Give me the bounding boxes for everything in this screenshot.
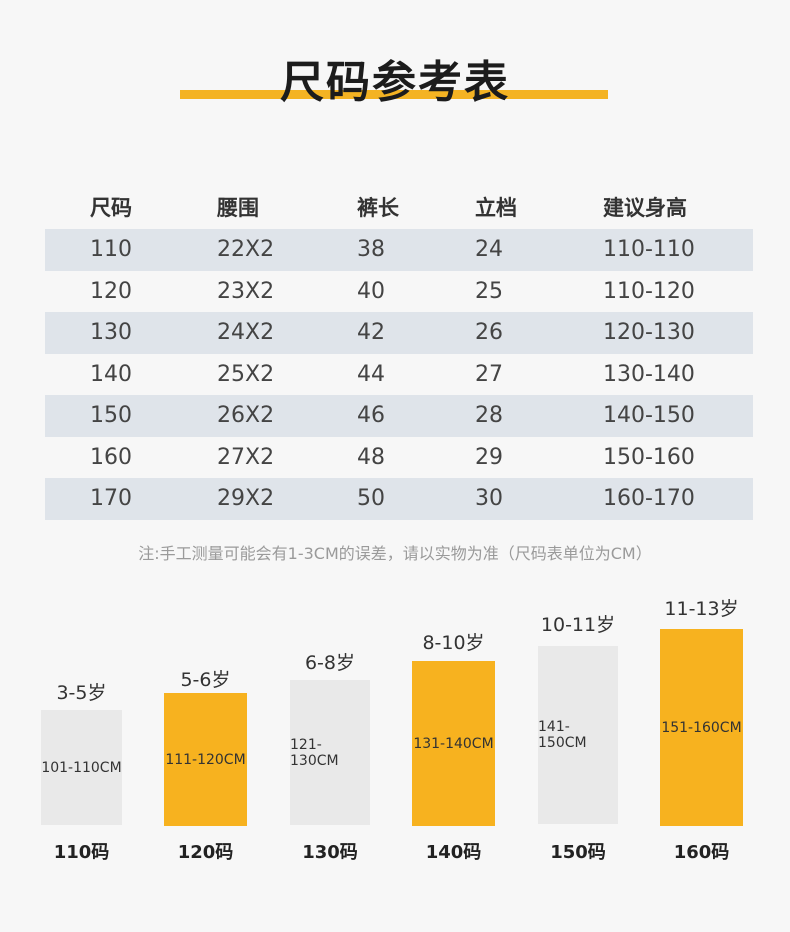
header-waist: 腰围 — [217, 196, 259, 220]
cell-height: 130-140 — [603, 361, 695, 387]
cell-length: 44 — [357, 361, 385, 387]
cell-rise: 29 — [475, 444, 503, 470]
cell-rise: 24 — [475, 237, 503, 263]
cell-rise: 30 — [475, 486, 503, 512]
cell-size: 120 — [90, 278, 132, 304]
cell-length: 50 — [357, 486, 385, 512]
cell-waist: 23X2 — [217, 278, 275, 304]
bar-group-150: 10-11岁 141-150CM 150码 — [538, 580, 618, 870]
table-row: 130 24X2 42 26 120-130 — [45, 312, 753, 354]
cell-size: 150 — [90, 403, 132, 429]
size-label: 150码 — [550, 842, 606, 863]
cell-waist: 22X2 — [217, 237, 275, 263]
header-height: 建议身高 — [603, 196, 687, 220]
cell-height: 150-160 — [603, 444, 695, 470]
table-row: 150 26X2 46 28 140-150 — [45, 395, 753, 437]
header-length: 裤长 — [357, 196, 399, 220]
height-bar: 101-110CM — [41, 710, 122, 825]
cell-size: 110 — [90, 237, 132, 263]
size-label: 160码 — [673, 842, 730, 863]
size-label: 120码 — [177, 842, 234, 863]
cell-size: 140 — [90, 361, 132, 387]
cell-waist: 25X2 — [217, 361, 275, 387]
cell-height: 110-110 — [603, 237, 695, 263]
table-header-row: 尺码 腰围 裤长 立档 建议身高 — [45, 185, 753, 229]
cell-length: 48 — [357, 444, 385, 470]
size-bars: 3-5岁 101-110CM 110码 5-6岁 111-120CM 120码 … — [0, 580, 790, 880]
table-row: 110 22X2 38 24 110-110 — [45, 229, 753, 271]
cell-length: 46 — [357, 403, 385, 429]
cell-rise: 26 — [475, 320, 503, 346]
title-block: 尺码参考表 — [0, 40, 790, 110]
bar-group-130: 6-8岁 121-130CM 130码 — [290, 580, 370, 870]
size-label: 130码 — [302, 842, 358, 863]
cell-waist: 26X2 — [217, 403, 275, 429]
cell-height: 120-130 — [603, 320, 695, 346]
age-label: 8-10岁 — [422, 632, 485, 654]
cell-height: 160-170 — [603, 486, 695, 512]
cell-length: 42 — [357, 320, 385, 346]
cell-rise: 25 — [475, 278, 503, 304]
cell-waist: 24X2 — [217, 320, 275, 346]
age-label: 3-5岁 — [56, 682, 107, 704]
age-label: 11-13岁 — [664, 598, 739, 620]
size-label: 110码 — [53, 842, 110, 863]
title-underline — [180, 90, 608, 99]
cell-waist: 27X2 — [217, 444, 275, 470]
measurement-note: 注:手工测量可能会有1-3CM的误差，请以实物为准（尺码表单位为CM） — [138, 544, 652, 563]
cell-size: 160 — [90, 444, 132, 470]
cell-height: 140-150 — [603, 403, 695, 429]
cell-waist: 29X2 — [217, 486, 275, 512]
header-size: 尺码 — [90, 196, 132, 220]
bar-group-110: 3-5岁 101-110CM 110码 — [41, 580, 122, 870]
cell-size: 130 — [90, 320, 132, 346]
size-table: 尺码 腰围 裤长 立档 建议身高 110 22X2 38 24 110-110 … — [45, 185, 753, 520]
table-row: 170 29X2 50 30 160-170 — [45, 478, 753, 520]
age-label: 6-8岁 — [304, 652, 356, 674]
height-bar: 151-160CM — [660, 629, 743, 826]
height-bar: 141-150CM — [538, 646, 618, 824]
cell-rise: 27 — [475, 361, 503, 387]
table-row: 160 27X2 48 29 150-160 — [45, 437, 753, 479]
age-label: 10-11岁 — [540, 614, 616, 636]
height-bar: 121-130CM — [290, 680, 370, 825]
bar-group-120: 5-6岁 111-120CM 120码 — [164, 580, 247, 870]
cell-length: 38 — [357, 237, 385, 263]
table-row: 140 25X2 44 27 130-140 — [45, 354, 753, 396]
height-bar: 111-120CM — [164, 693, 247, 826]
table-row: 120 23X2 40 25 110-120 — [45, 271, 753, 313]
cell-length: 40 — [357, 278, 385, 304]
page-title: 尺码参考表 — [280, 57, 510, 108]
bar-group-140: 8-10岁 131-140CM 140码 — [412, 580, 495, 870]
cell-height: 110-120 — [603, 278, 695, 304]
height-bar: 131-140CM — [412, 661, 495, 826]
age-label: 5-6岁 — [180, 669, 231, 691]
header-rise: 立档 — [475, 196, 517, 220]
bar-group-160: 11-13岁 151-160CM 160码 — [660, 580, 743, 870]
size-label: 140码 — [425, 842, 482, 863]
cell-size: 170 — [90, 486, 132, 512]
cell-rise: 28 — [475, 403, 503, 429]
